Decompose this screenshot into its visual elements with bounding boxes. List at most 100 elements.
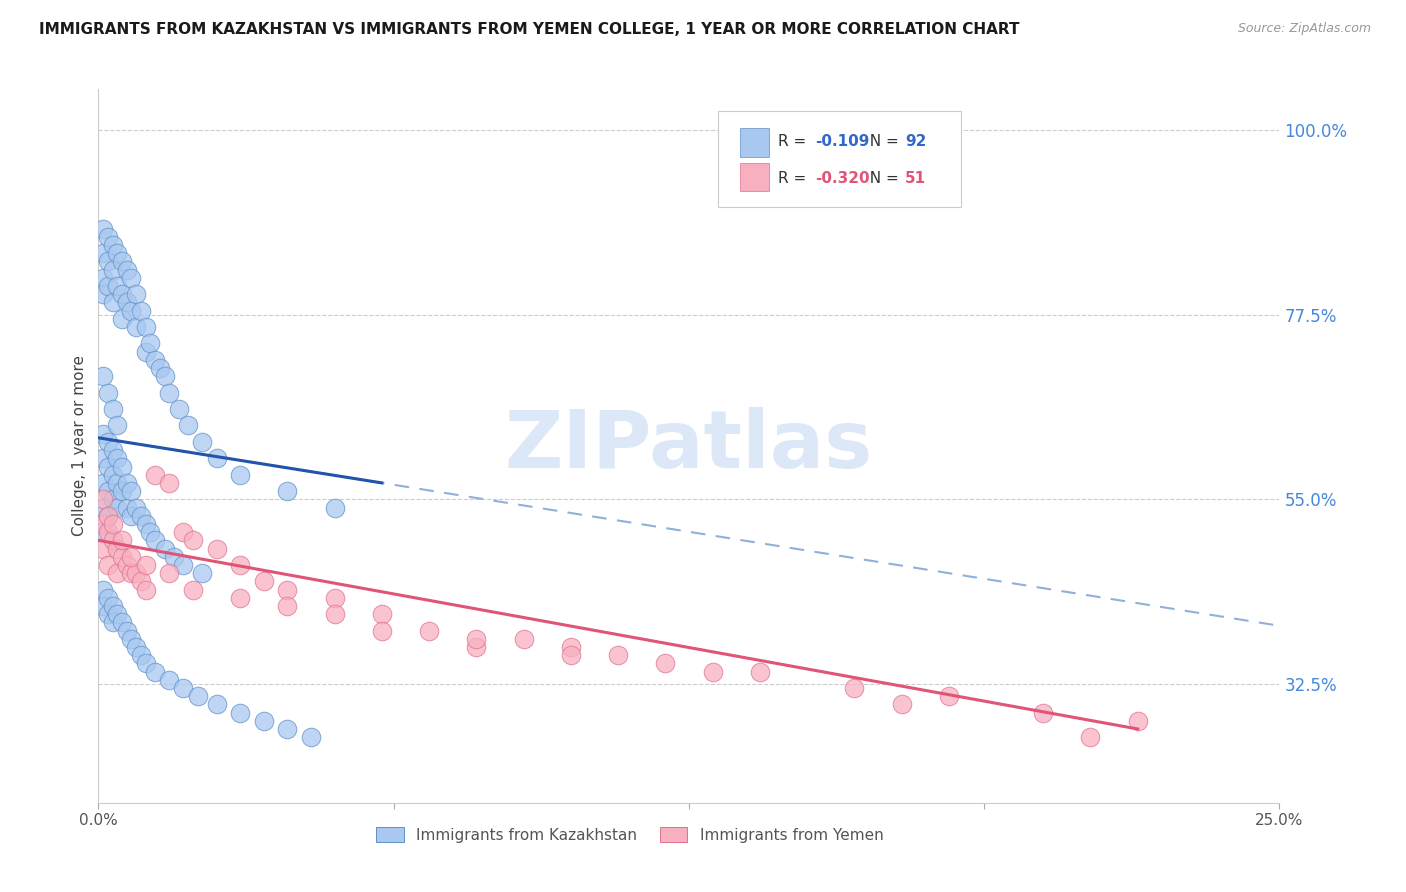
Point xyxy=(299,730,322,744)
Point xyxy=(91,599,114,613)
Text: 51: 51 xyxy=(905,171,927,186)
Point xyxy=(229,706,252,720)
Point xyxy=(205,698,228,712)
Point xyxy=(276,599,298,613)
Point xyxy=(111,311,134,326)
Point xyxy=(115,475,138,490)
Point xyxy=(702,665,724,679)
Point xyxy=(276,582,298,597)
Point xyxy=(654,657,676,671)
Point xyxy=(91,492,114,507)
Point xyxy=(111,287,134,301)
Point xyxy=(101,492,124,507)
Point xyxy=(121,549,143,564)
Point xyxy=(167,402,190,417)
Point xyxy=(323,591,346,605)
Point xyxy=(91,451,114,466)
Point xyxy=(111,533,134,548)
Point xyxy=(890,698,912,712)
Point xyxy=(115,558,138,572)
Point xyxy=(105,500,128,515)
Point xyxy=(181,533,204,548)
Point xyxy=(139,525,162,540)
Point xyxy=(938,689,960,703)
Point xyxy=(844,681,866,695)
Point xyxy=(97,591,120,605)
Point xyxy=(163,549,186,564)
Text: ZIPatlas: ZIPatlas xyxy=(505,407,873,485)
Point xyxy=(101,615,124,630)
Point xyxy=(101,533,124,548)
Y-axis label: College, 1 year or more: College, 1 year or more xyxy=(72,356,87,536)
Point xyxy=(135,344,157,359)
Point xyxy=(129,508,152,523)
Point xyxy=(135,582,157,597)
Text: IMMIGRANTS FROM KAZAKHSTAN VS IMMIGRANTS FROM YEMEN COLLEGE, 1 YEAR OR MORE CORR: IMMIGRANTS FROM KAZAKHSTAN VS IMMIGRANTS… xyxy=(39,22,1019,37)
Point xyxy=(1032,706,1054,720)
Point xyxy=(91,369,114,384)
Point xyxy=(91,426,114,441)
Point xyxy=(105,451,128,466)
Point xyxy=(115,262,138,277)
Point xyxy=(229,467,252,482)
Point xyxy=(97,508,120,523)
Point xyxy=(91,475,114,490)
Point xyxy=(157,673,180,687)
Point xyxy=(111,484,134,499)
Point xyxy=(115,295,138,310)
Point xyxy=(105,279,128,293)
Point xyxy=(97,434,120,449)
Point xyxy=(205,451,228,466)
Point xyxy=(101,262,124,277)
Point xyxy=(97,459,120,474)
Point xyxy=(125,566,148,581)
Point xyxy=(101,402,124,417)
Point xyxy=(143,533,166,548)
Point xyxy=(101,443,124,458)
Point xyxy=(157,385,180,400)
Point xyxy=(172,525,194,540)
Point xyxy=(97,558,120,572)
Point xyxy=(121,303,143,318)
Point xyxy=(97,607,120,622)
Point xyxy=(91,582,114,597)
Point xyxy=(121,566,143,581)
Point xyxy=(97,230,120,244)
Point xyxy=(229,558,252,572)
Point xyxy=(181,582,204,597)
Point xyxy=(121,270,143,285)
Point xyxy=(153,541,176,556)
Point xyxy=(157,566,180,581)
Point xyxy=(276,484,298,499)
Point xyxy=(229,591,252,605)
Point xyxy=(135,657,157,671)
Point xyxy=(121,484,143,499)
Point xyxy=(91,500,114,515)
Point xyxy=(97,525,120,540)
Point xyxy=(323,500,346,515)
Point xyxy=(125,320,148,334)
Point xyxy=(135,558,157,572)
Point xyxy=(253,574,276,589)
Point xyxy=(1080,730,1102,744)
Point xyxy=(418,624,440,638)
Point xyxy=(187,689,209,703)
Point xyxy=(115,624,138,638)
Point xyxy=(153,369,176,384)
Text: 92: 92 xyxy=(905,134,927,149)
Point xyxy=(111,459,134,474)
Point xyxy=(748,665,770,679)
Point xyxy=(157,475,180,490)
Point xyxy=(135,516,157,531)
Point xyxy=(323,607,346,622)
Point xyxy=(91,516,114,531)
Point xyxy=(177,418,200,433)
Legend: Immigrants from Kazakhstan, Immigrants from Yemen: Immigrants from Kazakhstan, Immigrants f… xyxy=(370,821,890,848)
Point xyxy=(111,549,134,564)
Text: R =: R = xyxy=(778,171,811,186)
Point xyxy=(191,434,214,449)
Point xyxy=(125,287,148,301)
Point xyxy=(139,336,162,351)
Point xyxy=(465,640,488,654)
Point xyxy=(191,566,214,581)
